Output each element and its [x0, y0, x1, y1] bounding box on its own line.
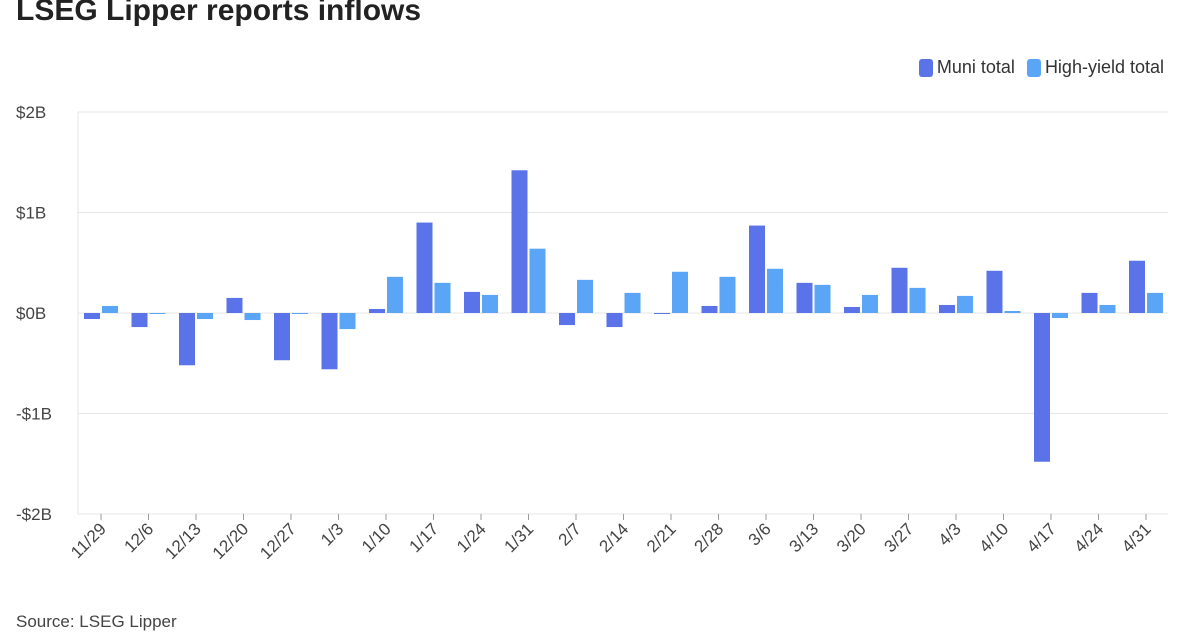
- x-tick-label: 3/27: [880, 519, 917, 556]
- x-tick-label: 4/31: [1118, 519, 1155, 556]
- bar-muni: [749, 225, 765, 313]
- bar-high-yield: [862, 294, 878, 313]
- bar-high-yield: [197, 313, 213, 320]
- bar-muni: [464, 291, 480, 313]
- bar-high-yield: [102, 305, 118, 313]
- bar-high-yield: [434, 282, 451, 313]
- x-tick-label: 1/10: [358, 519, 395, 556]
- bar-high-yield: [624, 292, 641, 313]
- bar-muni: [1129, 260, 1145, 313]
- bar-muni: [891, 267, 908, 313]
- bar-high-yield: [1004, 310, 1021, 313]
- x-tick-label: 4/24: [1070, 519, 1107, 556]
- bar-muni: [939, 304, 955, 313]
- bar-muni: [1034, 313, 1050, 462]
- x-tick-label: 2/14: [595, 519, 632, 556]
- bar-high-yield: [1099, 304, 1116, 313]
- chart-title: LSEG Lipper reports inflows: [16, 0, 422, 27]
- x-tick-label: 1/24: [453, 519, 490, 556]
- bar-muni: [511, 170, 528, 313]
- y-tick-label: -$1B: [16, 405, 52, 424]
- bar-high-yield: [577, 279, 593, 313]
- y-tick-label: $2B: [16, 103, 46, 122]
- x-tick-label: 4/10: [975, 519, 1012, 556]
- bar-muni: [274, 313, 290, 361]
- y-tick-label: $0B: [16, 304, 46, 323]
- bar-high-yield: [339, 313, 356, 330]
- bar-muni: [369, 308, 385, 313]
- x-tick-label: 1/31: [500, 519, 537, 556]
- legend-item-high-yield[interactable]: High-yield total: [1026, 57, 1164, 78]
- source-note: Source: LSEG Lipper: [16, 612, 177, 631]
- bar-high-yield: [149, 313, 166, 315]
- x-tick-label: 2/7: [555, 519, 585, 549]
- bar-high-yield: [672, 271, 688, 313]
- bar-high-yield: [767, 268, 783, 313]
- bar-high-yield: [482, 294, 498, 313]
- bar-muni: [986, 270, 1003, 313]
- bar-muni: [701, 305, 718, 313]
- legend-swatch-muni: [918, 58, 933, 77]
- y-tick-label: -$2B: [16, 505, 52, 524]
- bar-muni: [1081, 292, 1098, 313]
- bar-high-yield: [814, 284, 831, 313]
- x-tick-label: 3/6: [745, 519, 775, 549]
- legend-swatch-high-yield: [1026, 58, 1041, 77]
- legend: Muni total High-yield total: [918, 57, 1164, 78]
- bar-muni: [654, 313, 670, 315]
- bar-muni: [796, 282, 813, 313]
- x-tick-label: 3/20: [833, 519, 870, 556]
- legend-label-muni: Muni total: [936, 57, 1015, 77]
- bar-muni: [131, 313, 148, 328]
- bar-high-yield: [957, 295, 973, 313]
- bar-muni: [606, 313, 623, 328]
- bar-high-yield: [387, 276, 403, 313]
- bar-high-yield: [244, 313, 261, 321]
- x-tick-label: 12/13: [161, 519, 205, 563]
- bar-high-yield: [529, 248, 546, 313]
- bar-muni: [179, 313, 195, 366]
- bar-high-yield: [1052, 313, 1068, 319]
- x-tick-label: 2/21: [643, 519, 680, 556]
- x-tick-label: 12/27: [256, 519, 300, 563]
- x-tick-label: 12/20: [209, 519, 253, 563]
- legend-item-muni[interactable]: Muni total: [918, 57, 1015, 78]
- bar-muni: [84, 313, 100, 320]
- bar-high-yield: [909, 287, 926, 313]
- bar-high-yield: [1147, 292, 1163, 313]
- y-tick-label: $1B: [16, 204, 46, 223]
- bar-high-yield: [292, 313, 308, 315]
- bar-high-yield: [719, 276, 736, 313]
- x-tick-label: 12/6: [120, 519, 157, 556]
- x-tick-label: 1/3: [317, 519, 347, 549]
- x-tick-label: 1/17: [405, 519, 442, 556]
- legend-label-high-yield: High-yield total: [1044, 57, 1164, 77]
- x-tick-label: 3/13: [785, 519, 822, 556]
- x-tick-label: 4/3: [935, 519, 965, 549]
- bar-muni: [226, 297, 243, 313]
- x-tick-label: 4/17: [1023, 519, 1060, 556]
- bar-muni: [416, 222, 433, 313]
- bar-muni: [844, 306, 860, 313]
- x-tick-label: 11/29: [67, 519, 110, 562]
- x-tick-label: 2/28: [690, 519, 727, 556]
- bar-muni: [559, 313, 575, 326]
- bar-muni: [321, 313, 338, 370]
